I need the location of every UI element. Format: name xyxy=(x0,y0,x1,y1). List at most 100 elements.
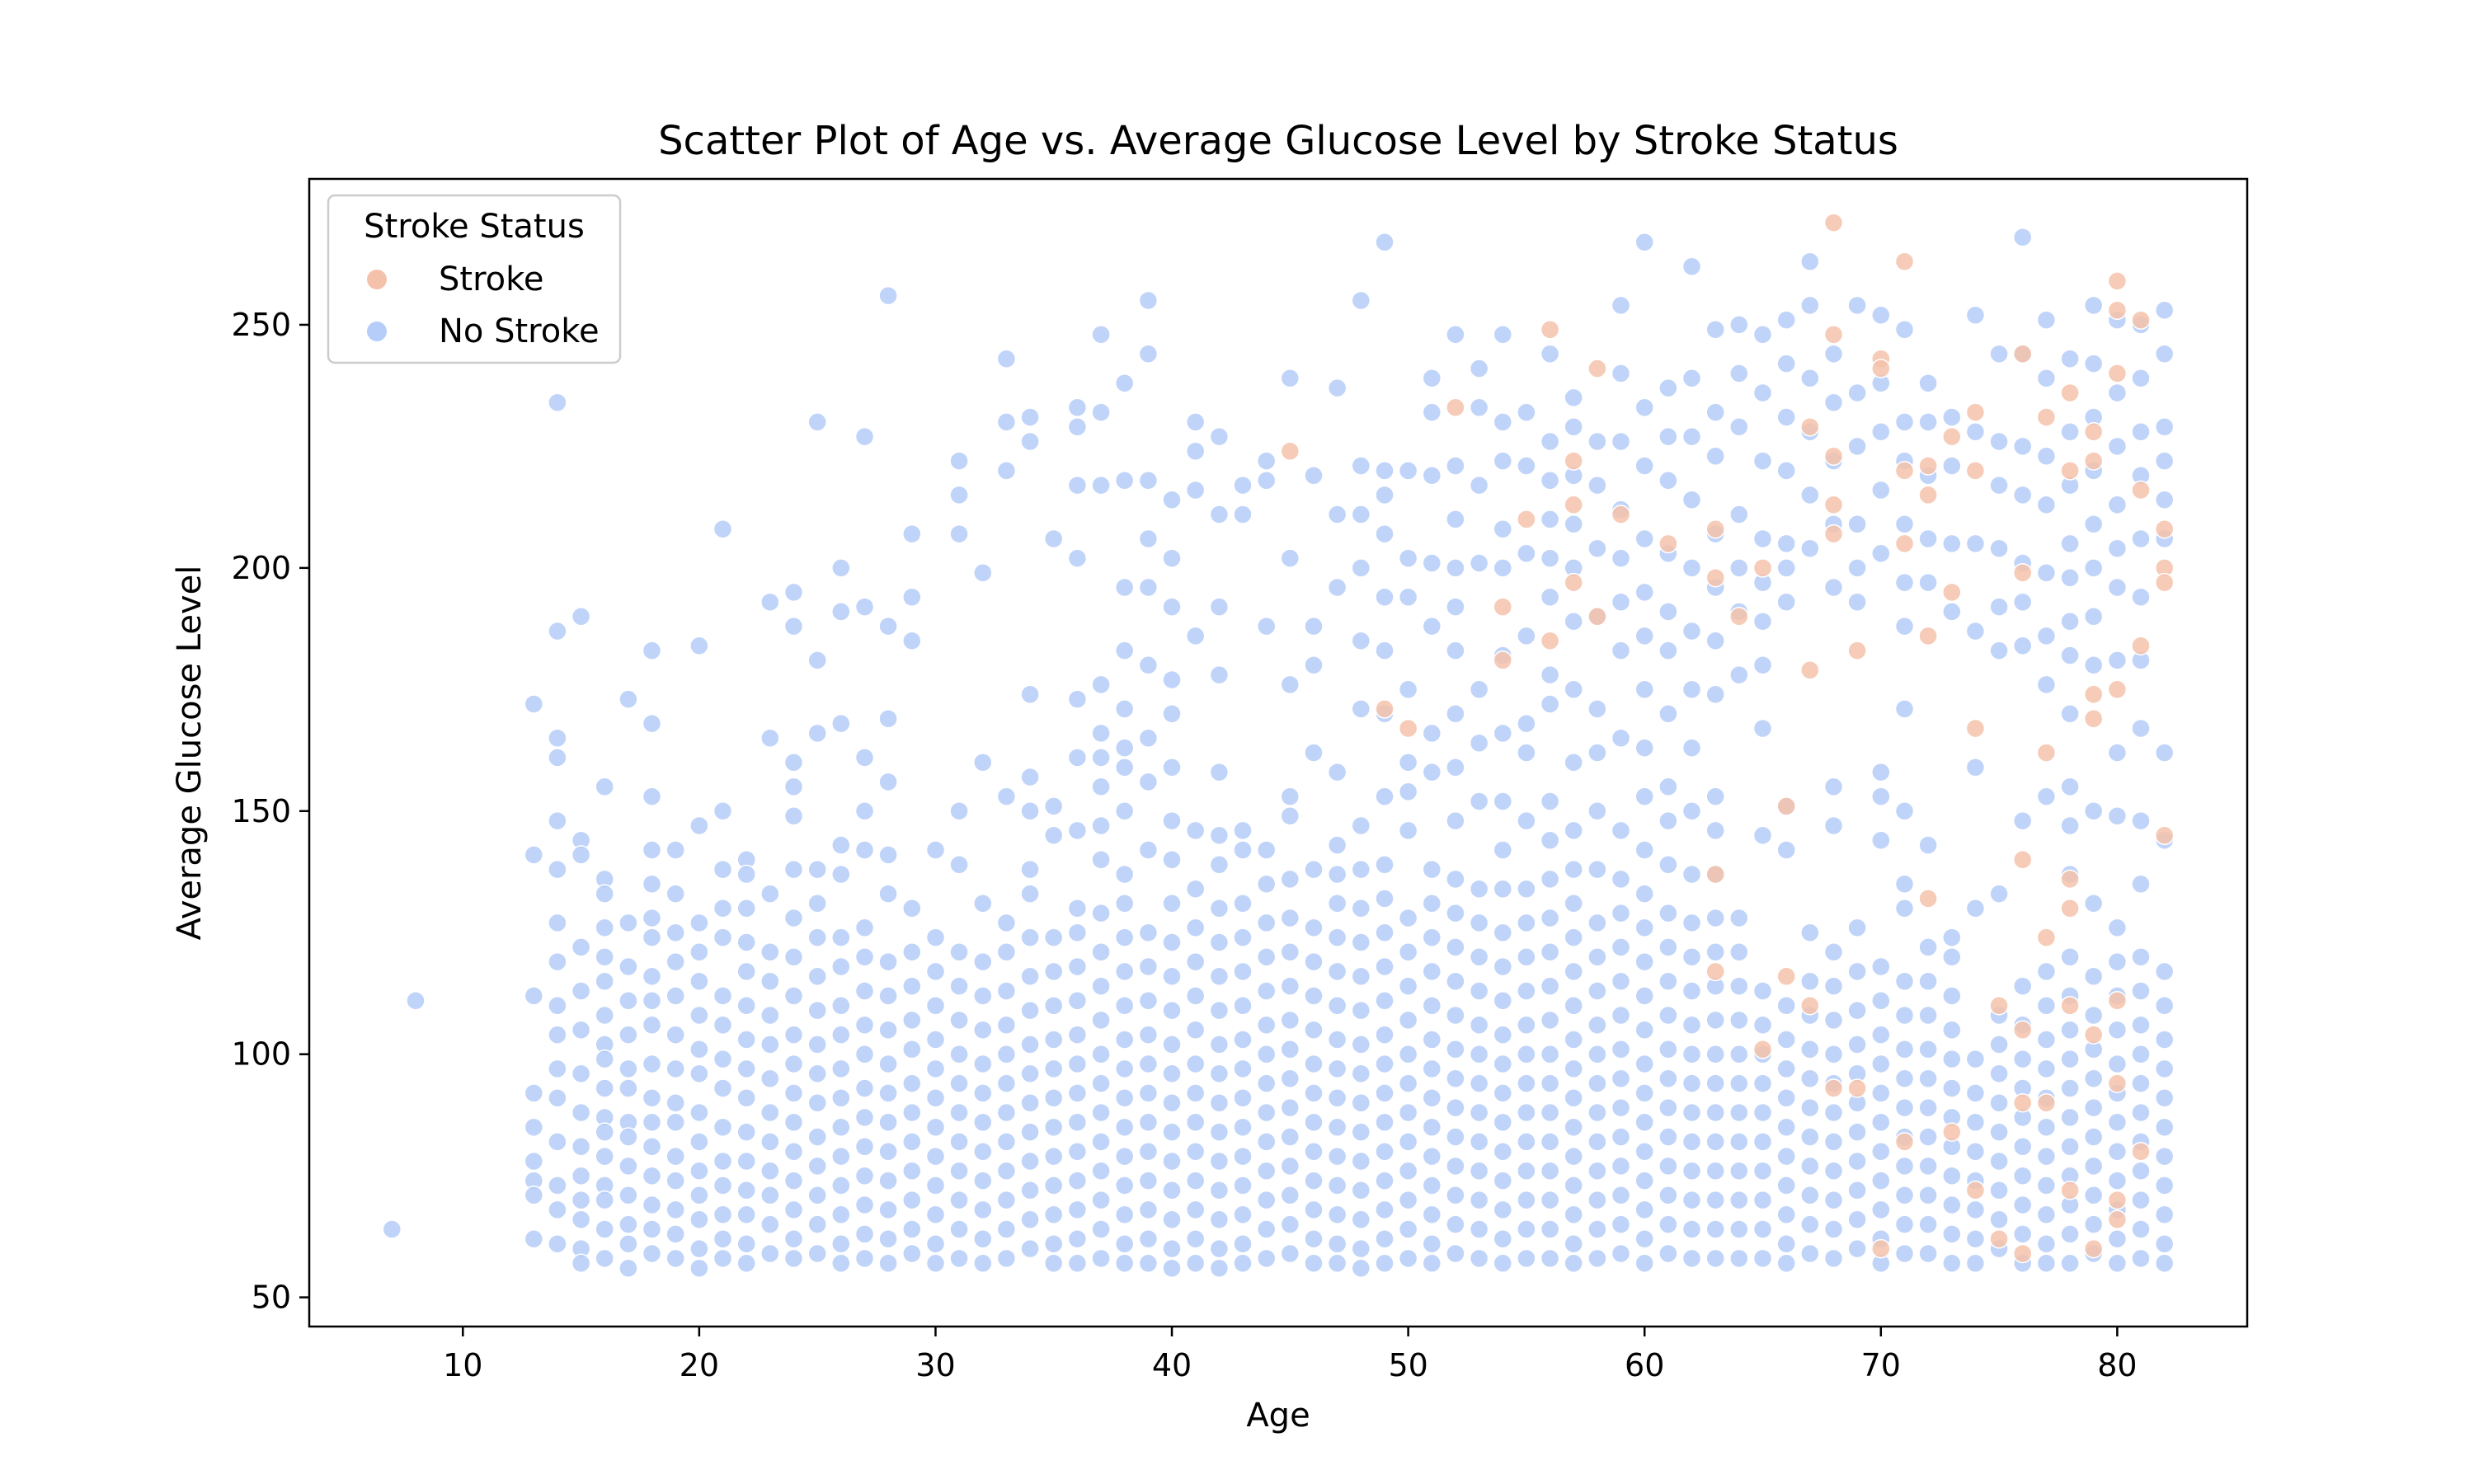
no-stroke-point xyxy=(2036,1253,2057,1274)
no-stroke-point xyxy=(1114,577,1135,598)
no-stroke-point xyxy=(1185,412,1206,432)
no-stroke-point xyxy=(595,1248,614,1269)
no-stroke-point xyxy=(1965,1083,1986,1103)
no-stroke-point xyxy=(1351,1209,1371,1229)
no-stroke-point xyxy=(1256,1248,1277,1269)
no-stroke-point xyxy=(1327,928,1348,947)
no-stroke-point xyxy=(1327,762,1348,782)
no-stroke-point xyxy=(1114,894,1135,913)
no-stroke-point xyxy=(595,1190,614,1210)
no-stroke-point xyxy=(1965,621,1986,641)
no-stroke-point xyxy=(618,1059,638,1079)
no-stroke-point xyxy=(736,961,756,982)
no-stroke-point xyxy=(1185,480,1206,500)
no-stroke-point xyxy=(595,946,614,967)
no-stroke-point xyxy=(642,1195,662,1215)
no-stroke-point xyxy=(973,1083,993,1103)
no-stroke-point xyxy=(1564,1088,1583,1108)
no-stroke-point xyxy=(2154,1030,2175,1050)
no-stroke-point xyxy=(973,1020,993,1040)
no-stroke-point xyxy=(1564,1253,1583,1274)
stroke-point xyxy=(1705,519,1725,539)
no-stroke-point xyxy=(1351,631,1371,651)
no-stroke-point xyxy=(1776,1146,1796,1167)
no-stroke-point xyxy=(1280,674,1300,695)
no-stroke-point xyxy=(571,1102,591,1123)
plot-frame xyxy=(308,177,2249,1328)
no-stroke-point xyxy=(689,815,709,836)
no-stroke-point xyxy=(1540,908,1560,928)
no-stroke-point xyxy=(1517,913,1536,933)
no-stroke-point xyxy=(1422,1253,1442,1274)
no-stroke-point xyxy=(382,1219,402,1239)
stroke-point xyxy=(1540,320,1560,340)
no-stroke-point xyxy=(1918,1068,1938,1088)
no-stroke-point xyxy=(2107,1171,2128,1190)
x-axis: 10 20 30 40 50 60 70 80 xyxy=(443,1327,2138,1383)
no-stroke-point xyxy=(1304,951,1324,972)
no-stroke-point xyxy=(1375,587,1395,608)
stroke-point xyxy=(2083,451,2104,471)
no-stroke-point xyxy=(1681,864,1702,885)
no-stroke-point xyxy=(878,616,898,636)
no-stroke-point xyxy=(878,1200,898,1220)
no-stroke-point xyxy=(2060,646,2080,665)
no-stroke-point xyxy=(854,801,875,821)
no-stroke-point xyxy=(1469,475,1489,495)
stroke-point xyxy=(1989,1229,2009,1249)
no-stroke-point xyxy=(713,1015,733,1036)
stroke-point xyxy=(1965,718,1986,739)
no-stroke-point xyxy=(807,1000,827,1021)
no-stroke-point xyxy=(1422,1146,1442,1167)
no-stroke-point xyxy=(689,1132,709,1152)
no-stroke-point xyxy=(996,1132,1017,1152)
no-stroke-point xyxy=(1705,820,1725,841)
no-stroke-point xyxy=(1729,1161,1749,1181)
no-stroke-point xyxy=(2012,1195,2033,1215)
no-stroke-point xyxy=(1681,369,1702,388)
no-stroke-point xyxy=(1705,1248,1725,1269)
no-stroke-point xyxy=(1918,1127,1938,1147)
no-stroke-point xyxy=(1752,1248,1773,1269)
no-stroke-point xyxy=(642,1137,662,1157)
no-stroke-point xyxy=(1067,475,1088,495)
no-stroke-point xyxy=(996,1073,1017,1093)
no-stroke-point xyxy=(689,1238,709,1259)
no-stroke-point xyxy=(1823,1248,1844,1269)
x-tick-label: 50 xyxy=(1388,1347,1427,1383)
stroke-point xyxy=(2083,421,2104,442)
no-stroke-point xyxy=(878,951,898,972)
no-stroke-point xyxy=(1256,981,1277,1001)
no-stroke-point xyxy=(2083,295,2104,316)
no-stroke-point xyxy=(1043,995,1064,1016)
stroke-point xyxy=(1446,397,1465,417)
no-stroke-point xyxy=(902,1040,922,1059)
no-stroke-point xyxy=(1091,1010,1111,1031)
no-stroke-point xyxy=(713,986,733,1006)
no-stroke-point xyxy=(2012,592,2033,612)
stroke-point xyxy=(1918,626,1938,646)
no-stroke-point xyxy=(1209,597,1230,617)
no-stroke-point xyxy=(1209,1209,1230,1229)
no-stroke-point xyxy=(1611,728,1631,749)
no-stroke-point xyxy=(1256,946,1277,967)
no-stroke-point xyxy=(713,1151,733,1172)
no-stroke-point xyxy=(1304,466,1324,486)
no-stroke-point xyxy=(1611,592,1631,612)
no-stroke-point xyxy=(1587,859,1607,880)
no-stroke-point xyxy=(642,966,662,987)
no-stroke-point xyxy=(1517,402,1536,422)
no-stroke-point xyxy=(2036,1059,2057,1079)
no-stroke-point xyxy=(1540,1248,1560,1269)
no-stroke-point xyxy=(1800,295,1820,316)
no-stroke-point xyxy=(1020,1092,1040,1113)
no-stroke-point xyxy=(524,1083,544,1103)
no-stroke-point xyxy=(1847,558,1867,578)
no-stroke-point xyxy=(1540,1102,1560,1123)
no-stroke-point xyxy=(2154,417,2175,437)
no-stroke-point xyxy=(854,1166,875,1186)
stroke-point xyxy=(2083,684,2104,704)
no-stroke-point xyxy=(1658,1068,1678,1088)
no-stroke-point xyxy=(1823,1044,1844,1064)
no-stroke-point xyxy=(524,1229,544,1249)
